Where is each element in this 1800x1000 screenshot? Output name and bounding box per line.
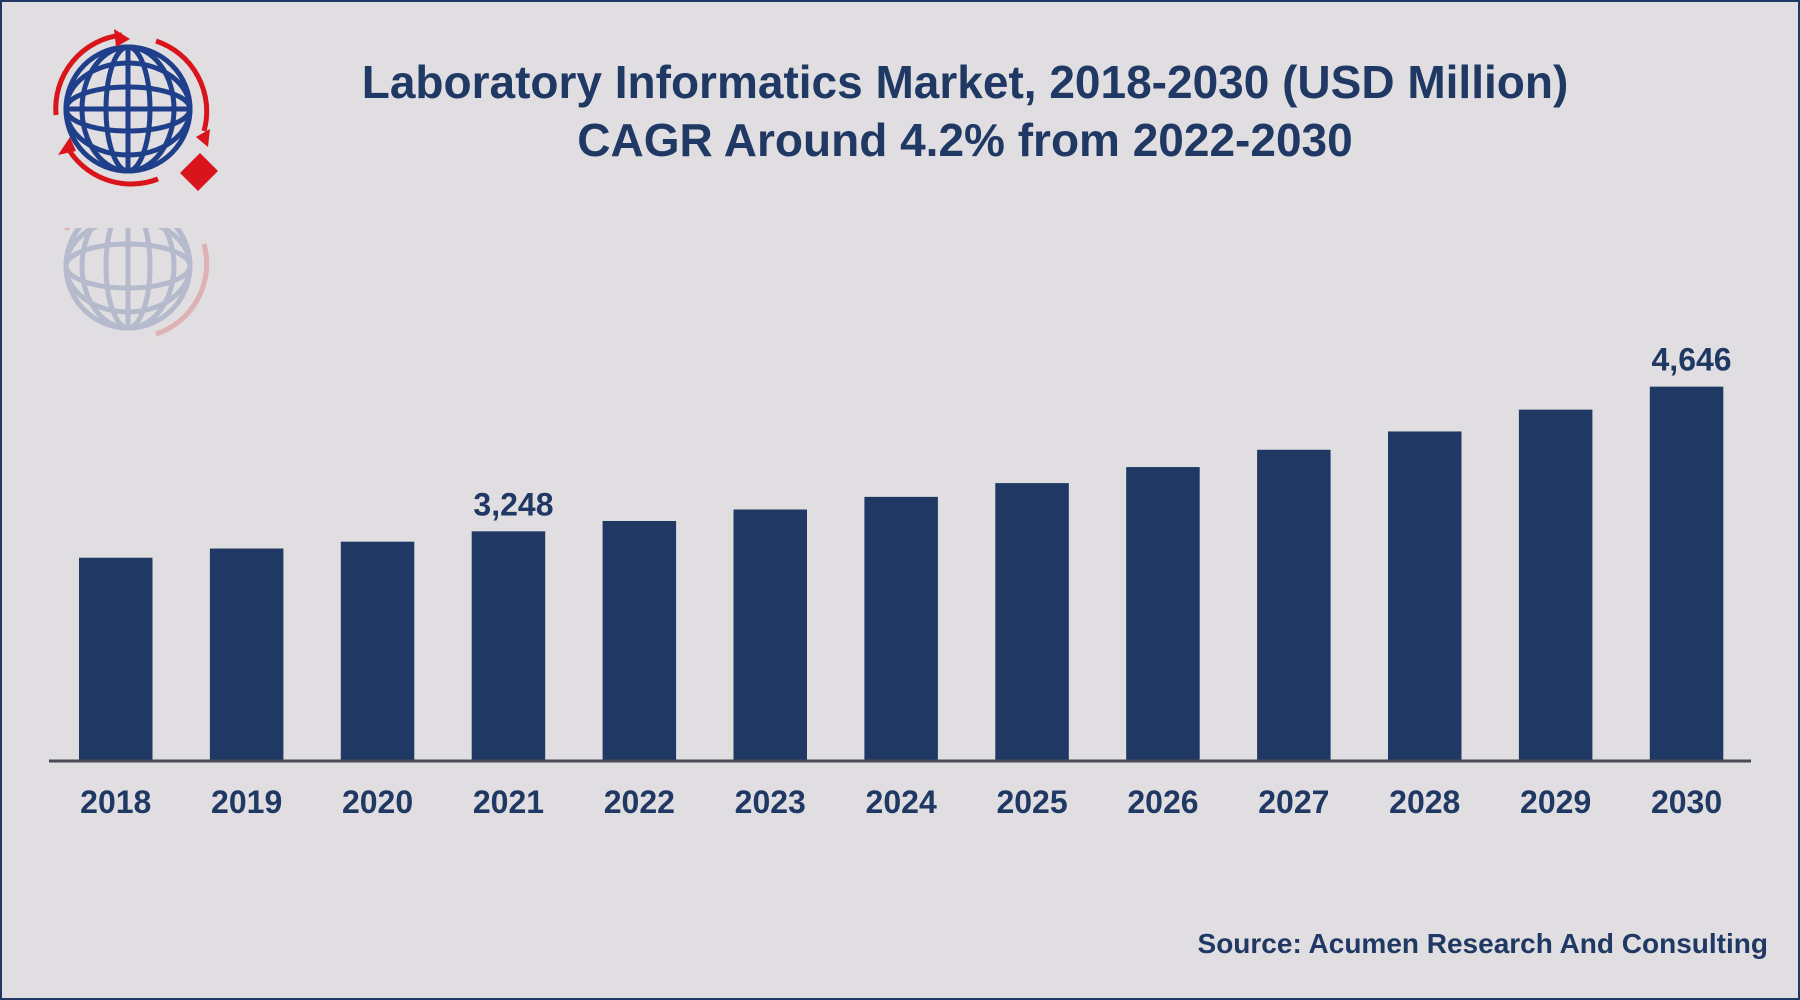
bar-2025 (995, 483, 1069, 761)
bar-2020 (340, 541, 415, 761)
globe-logo-reflection-icon (50, 228, 222, 348)
x-tick-label: 2026 (1127, 784, 1198, 820)
globe-logo-icon (50, 27, 222, 193)
data-label-2030: 4,646 (1652, 342, 1732, 378)
bar-2026 (1126, 467, 1200, 761)
bar-2028 (1388, 431, 1462, 761)
x-tick-label: 2019 (211, 784, 282, 820)
source-note: Source: Acumen Research And Consulting (1197, 928, 1768, 959)
bar-2023 (733, 509, 807, 761)
x-tick-label: 2028 (1389, 784, 1460, 820)
chart-subtitle: CAGR Around 4.2% from 2022-2030 (577, 114, 1353, 166)
x-tick-label: 2025 (996, 784, 1067, 820)
bar-2029 (1518, 409, 1593, 761)
bar-2021 (471, 531, 546, 761)
chart-title: Laboratory Informatics Market, 2018-2030… (361, 56, 1569, 108)
x-tick-label: 2027 (1258, 784, 1329, 820)
x-tick-label: 2029 (1520, 784, 1591, 820)
x-tick-label: 2018 (80, 784, 151, 820)
x-tick-label: 2021 (473, 784, 544, 820)
bar-2018 (79, 557, 153, 761)
x-tick-label: 2023 (735, 784, 806, 820)
x-tick-label: 2020 (342, 784, 413, 820)
data-label-2021: 3,248 (473, 486, 553, 522)
bar-2024 (864, 496, 938, 761)
x-tick-label: 2024 (866, 784, 937, 820)
bar-2030 (1649, 386, 1724, 761)
x-tick-label: 2030 (1651, 784, 1722, 820)
bar-2022 (602, 520, 677, 761)
x-tick-label: 2022 (604, 784, 675, 820)
bar-2019 (209, 548, 284, 761)
bar-2027 (1257, 449, 1331, 761)
